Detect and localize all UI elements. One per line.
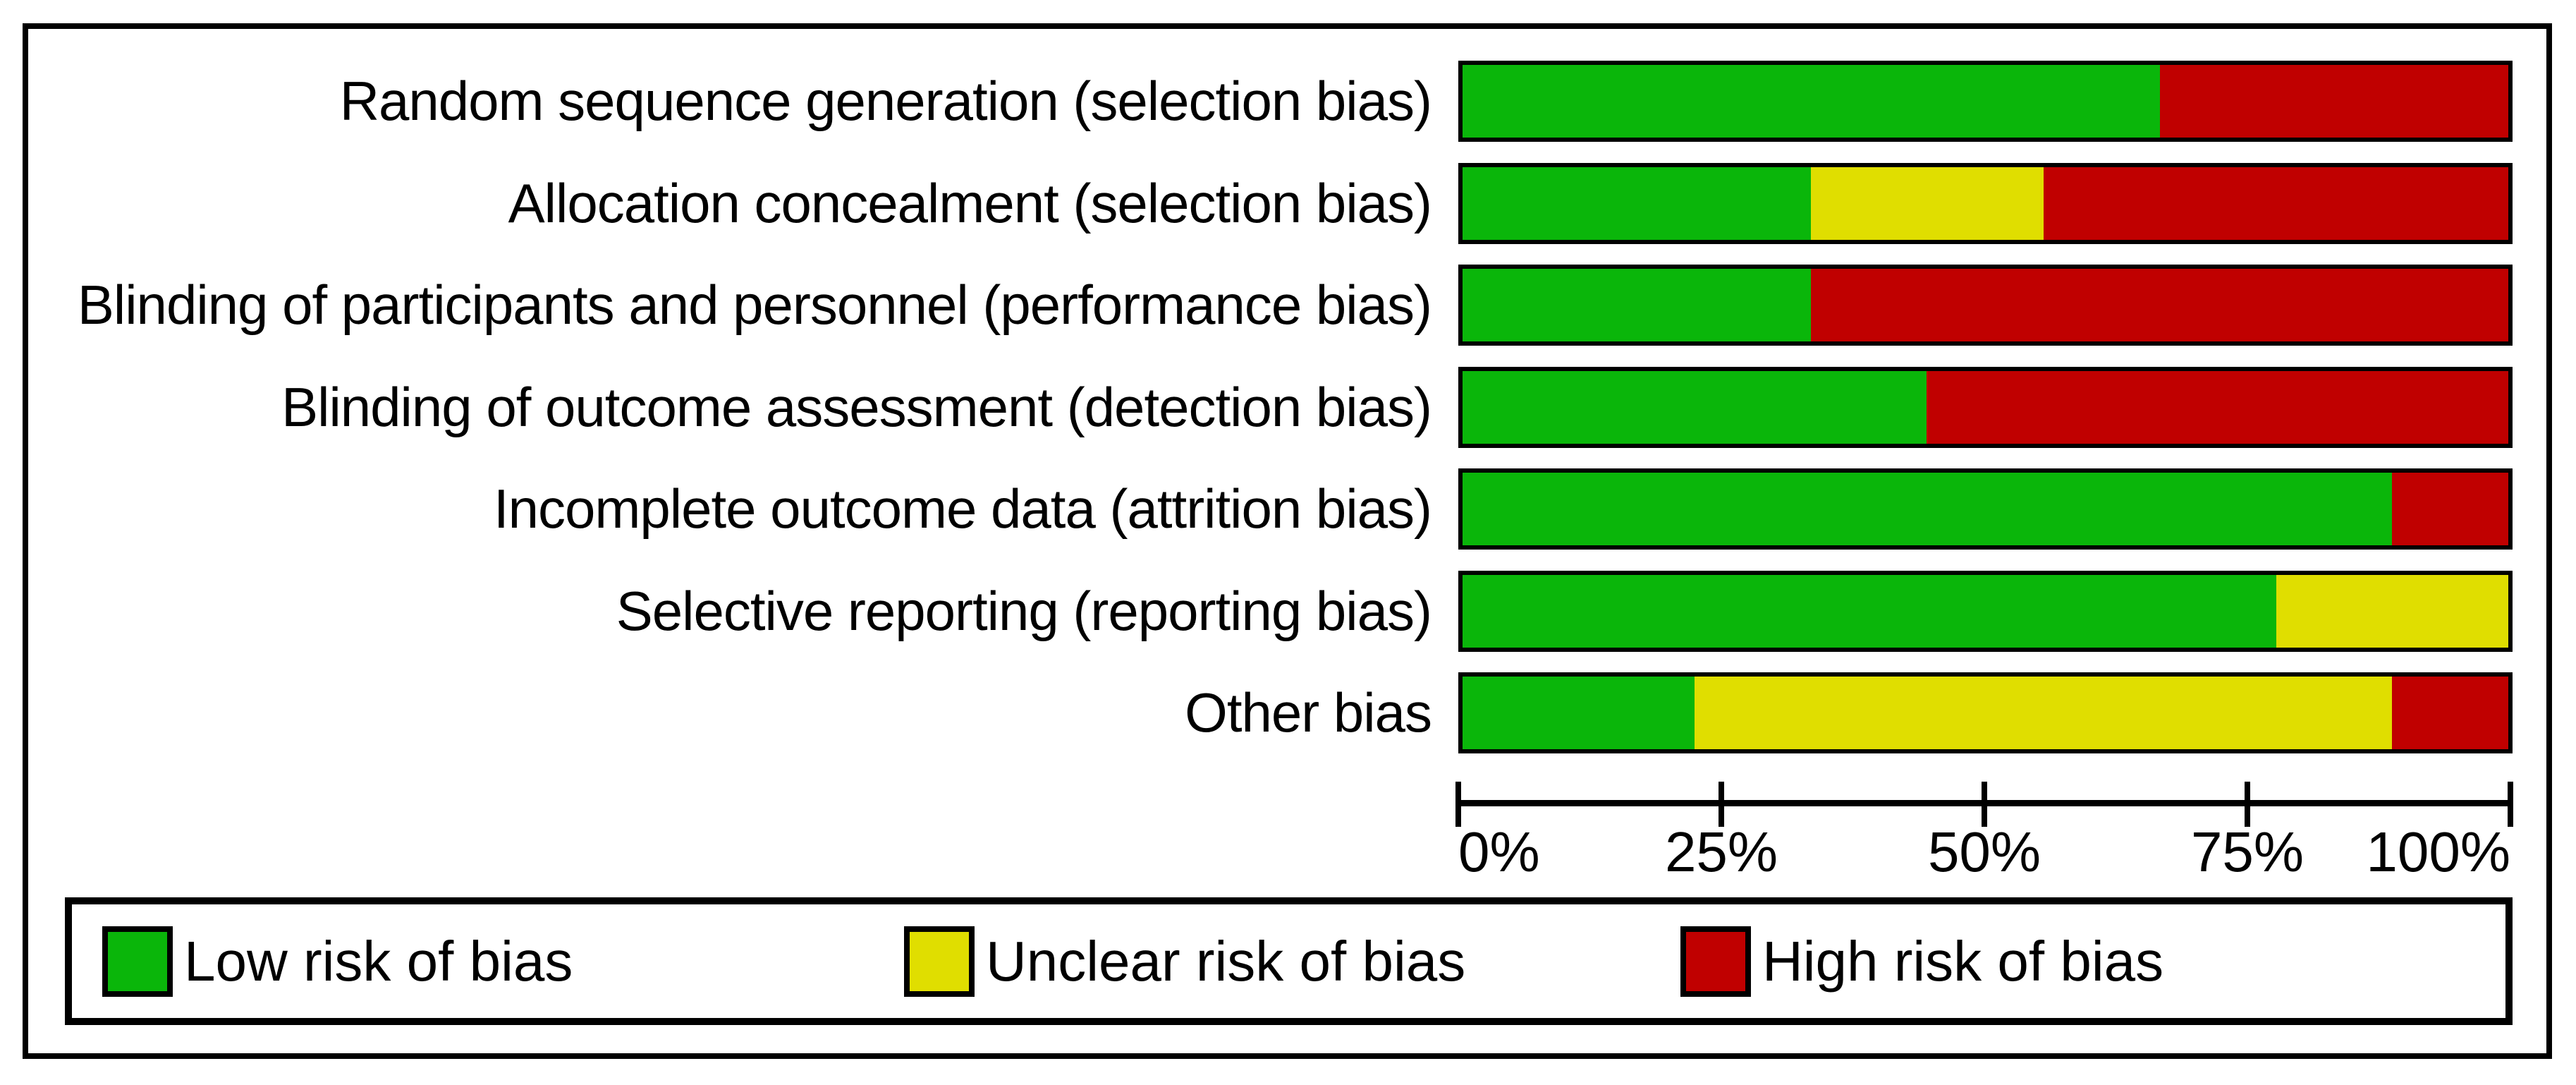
legend: Low risk of bias Unclear risk of bias High… <box>65 897 2513 1025</box>
segment-low-risk-of-bias <box>1463 371 1927 444</box>
stacked-bar <box>1458 265 2513 346</box>
segment-unclear-risk-of-bias <box>1695 677 2393 749</box>
stacked-bar <box>1458 571 2513 652</box>
category-label: Selective reporting (reporting bias) <box>616 580 1432 642</box>
x-axis-tick-label: 100% <box>2366 820 2510 883</box>
x-axis-tick-label: 50% <box>1927 820 2041 883</box>
stacked-bar <box>1458 367 2513 448</box>
x-axis-tick <box>1455 782 1461 827</box>
figure-frame <box>23 23 2552 1059</box>
legend-item: High risk of bias <box>1680 904 2163 1018</box>
stacked-bar <box>1458 672 2513 753</box>
segment-high-risk-of-bias <box>1927 371 2508 444</box>
x-axis-tick-label: 0% <box>1458 820 1540 883</box>
stacked-bar <box>1458 61 2513 142</box>
category-label: Blinding of outcome assessment (detectio… <box>281 376 1432 438</box>
segment-high-risk-of-bias <box>1810 269 2508 341</box>
category-label: Other bias <box>1185 681 1432 744</box>
legend-item: Unclear risk of bias <box>904 904 1465 1018</box>
stacked-bar <box>1458 163 2513 244</box>
category-label: Incomplete outcome data (attrition bias) <box>493 478 1432 540</box>
category-label: Allocation concealment (selection bias) <box>508 172 1432 234</box>
legend-swatch-unclear-risk-of-bias <box>904 926 975 997</box>
segment-low-risk-of-bias <box>1463 473 2393 545</box>
x-axis-tick <box>1719 782 1724 827</box>
segment-low-risk-of-bias <box>1463 269 1811 341</box>
segment-low-risk-of-bias <box>1463 575 2276 648</box>
x-axis-tick <box>2508 782 2513 827</box>
legend-swatch-high-risk-of-bias <box>1680 926 1751 997</box>
segment-low-risk-of-bias <box>1463 677 1695 749</box>
segment-unclear-risk-of-bias <box>2276 575 2508 648</box>
category-label: Blinding of participants and personnel (… <box>77 274 1432 336</box>
segment-high-risk-of-bias <box>2392 473 2508 545</box>
category-label: Random sequence generation (selection bi… <box>339 70 1432 132</box>
legend-label: Unclear risk of bias <box>986 929 1466 993</box>
legend-label: High risk of bias <box>1762 929 2164 993</box>
legend-label: Low risk of bias <box>184 929 573 993</box>
x-axis-tick <box>1982 782 1987 827</box>
stacked-bar <box>1458 468 2513 550</box>
legend-item: Low risk of bias <box>102 904 573 1018</box>
x-axis-tick-label: 75% <box>2190 820 2305 883</box>
segment-low-risk-of-bias <box>1463 167 1812 240</box>
x-axis-tick-label: 25% <box>1664 820 1778 883</box>
segment-high-risk-of-bias <box>2043 167 2508 240</box>
segment-high-risk-of-bias <box>2160 65 2508 138</box>
segment-high-risk-of-bias <box>2392 677 2508 749</box>
legend-swatch-low-risk-of-bias <box>102 926 173 997</box>
segment-low-risk-of-bias <box>1463 65 2161 138</box>
x-axis-tick <box>2245 782 2250 827</box>
segment-unclear-risk-of-bias <box>1811 167 2044 240</box>
